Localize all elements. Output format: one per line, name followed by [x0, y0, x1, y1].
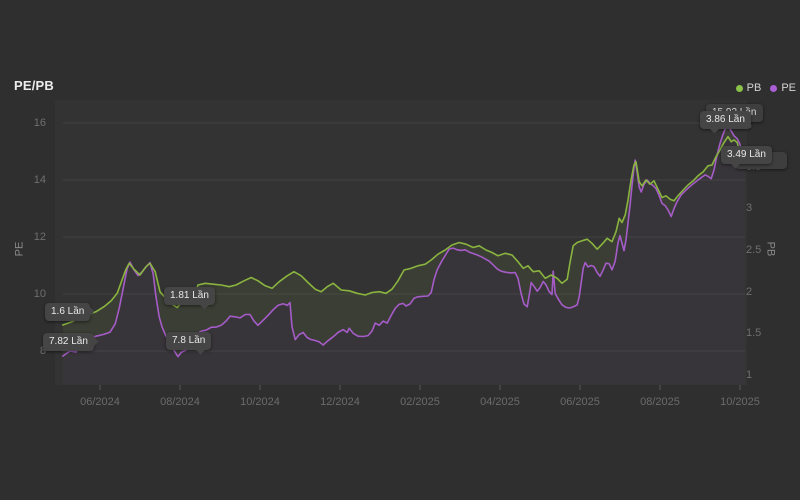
- value-badge: 3.86 Lần: [700, 111, 751, 134]
- pe-area-fill: [62, 125, 746, 386]
- right-axis-tick-label: 2.5: [746, 244, 762, 256]
- x-axis-tick-label: 10/2024: [240, 396, 280, 408]
- chart-legend: PB PE: [735, 82, 796, 94]
- left-axis-tick-label: 14: [33, 174, 46, 186]
- legend-label: PE: [781, 82, 796, 94]
- value-badge: 7.8 Lần: [166, 332, 212, 355]
- left-axis-tick-label: 12: [33, 231, 46, 243]
- legend-dot-icon: [735, 84, 743, 92]
- right-axis-tick-label: 1.5: [746, 327, 762, 340]
- right-axis-tick-label: 2: [746, 285, 753, 298]
- left-axis-title: PE: [13, 241, 26, 257]
- x-axis-tick-label: 06/2024: [80, 396, 120, 408]
- x-axis-tick-label: 12/2024: [320, 396, 360, 408]
- page-title: PE/PB: [14, 78, 55, 93]
- legend-label: PB: [746, 82, 762, 94]
- right-axis-title: PB: [764, 241, 777, 257]
- value-badge: 7.82 Lần: [43, 333, 99, 351]
- x-axis-tick-label: 04/2025: [480, 396, 520, 408]
- left-axis-tick-label: 16: [33, 117, 46, 129]
- value-badge: 3.49 Lần: [721, 146, 772, 169]
- legend-item-pe[interactable]: PE: [770, 82, 796, 94]
- x-axis-tick-label: 08/2025: [640, 396, 680, 408]
- left-axis-tick-label: 10: [33, 288, 46, 300]
- x-axis-tick-label: 02/2025: [400, 396, 440, 408]
- right-axis-tick-label: 1: [746, 369, 753, 381]
- legend-dot-icon: [770, 84, 778, 92]
- value-badge: 1.6 Lần: [45, 303, 95, 321]
- legend-item-pb[interactable]: PB: [735, 82, 762, 94]
- x-axis-tick-label: 08/2024: [160, 396, 200, 408]
- x-axis-tick-label: 06/2025: [560, 396, 600, 408]
- left-axis-tick-label: 8: [39, 345, 46, 357]
- value-badge: 1.81 Lần: [164, 287, 215, 310]
- x-axis-tick-label: 10/2025: [720, 396, 760, 408]
- between-series-fill: [62, 125, 746, 357]
- right-axis-tick-label: 3: [746, 202, 753, 215]
